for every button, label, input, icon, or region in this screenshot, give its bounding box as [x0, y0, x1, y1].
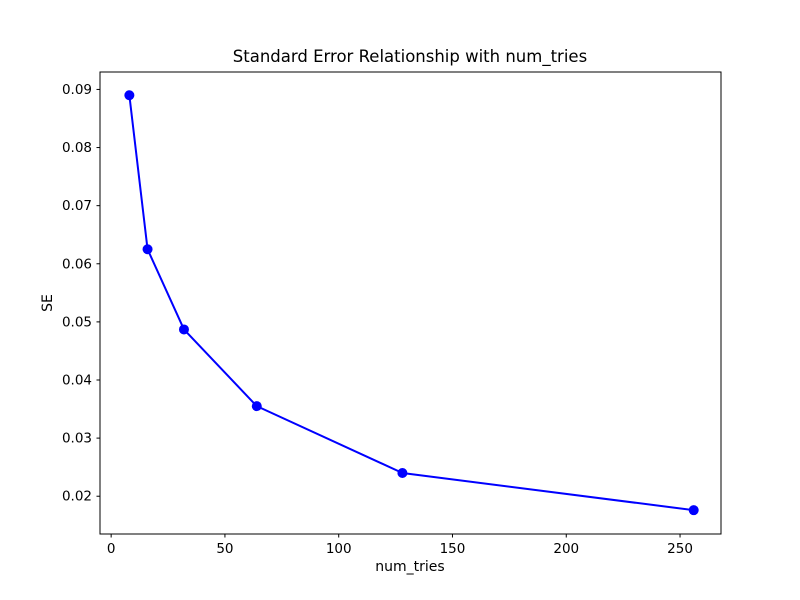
y-tick-label: 0.03	[62, 431, 92, 447]
x-tick-label: 200	[553, 541, 579, 557]
data-point	[142, 244, 153, 255]
y-axis-label: SE	[40, 294, 56, 312]
y-tick-label: 0.06	[62, 256, 92, 272]
y-tick-label: 0.02	[62, 489, 92, 505]
x-tick-label: 100	[326, 541, 352, 557]
y-tick-label: 0.04	[62, 373, 92, 389]
x-tick-label: 0	[107, 541, 116, 557]
x-tick-label: 250	[667, 541, 693, 557]
y-tick-label: 0.07	[62, 198, 92, 214]
data-point	[688, 505, 699, 516]
data-point	[124, 90, 135, 101]
plot-layer: 0 50 100 150 200 250 0.02 0.03 0.04 0.05 0.06 0.07 0…	[62, 71, 722, 557]
x-tick-label: 150	[440, 541, 466, 557]
chart-title: Standard Error Relationship with num_tri…	[233, 47, 587, 67]
data-point	[178, 324, 189, 335]
y-tick-label: 0.05	[62, 314, 92, 330]
x-axis-label: num_tries	[375, 559, 444, 575]
data-line	[128, 95, 694, 512]
data-point	[251, 401, 262, 412]
axes-spines	[99, 71, 722, 535]
x-tick-label: 50	[216, 541, 233, 557]
data-point	[397, 467, 408, 478]
y-tick-label: 0.09	[62, 82, 92, 98]
y-tick-label: 0.08	[62, 140, 92, 156]
